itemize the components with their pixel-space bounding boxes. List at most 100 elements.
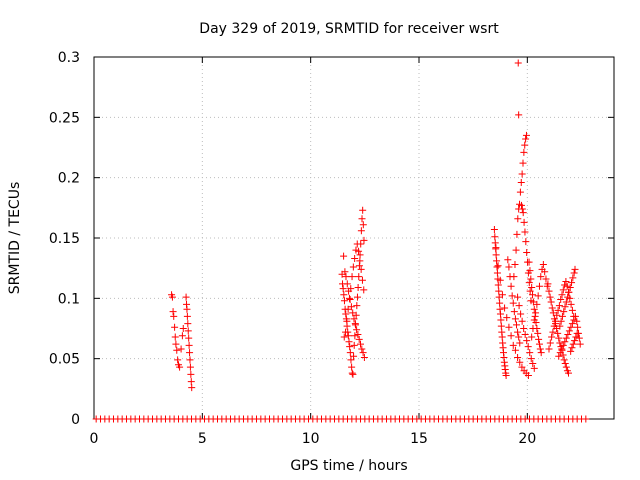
data-point bbox=[185, 334, 193, 342]
data-point bbox=[556, 349, 564, 357]
data-point bbox=[556, 322, 564, 330]
data-point bbox=[344, 332, 352, 340]
data-point bbox=[358, 215, 366, 223]
data-point bbox=[497, 322, 505, 330]
y-tick-label: 0.05 bbox=[49, 352, 80, 368]
data-point bbox=[502, 372, 510, 380]
data-point bbox=[354, 331, 362, 339]
data-point bbox=[559, 341, 567, 349]
data-point bbox=[511, 261, 519, 269]
y-tick-label: 0.15 bbox=[49, 231, 80, 247]
data-point bbox=[353, 293, 361, 301]
data-point bbox=[509, 341, 517, 349]
data-point bbox=[358, 345, 366, 353]
data-point bbox=[351, 320, 359, 328]
data-point bbox=[546, 339, 554, 347]
data-point bbox=[575, 334, 583, 342]
data-point bbox=[539, 261, 547, 269]
data-point bbox=[547, 298, 555, 306]
data-point bbox=[565, 327, 573, 335]
data-point bbox=[340, 333, 348, 341]
data-point bbox=[545, 345, 553, 353]
data-point bbox=[541, 268, 549, 276]
data-point bbox=[340, 252, 348, 260]
data-point bbox=[510, 273, 518, 281]
x-tick-label: 20 bbox=[518, 431, 536, 447]
data-point bbox=[532, 309, 540, 317]
data-point bbox=[349, 309, 357, 317]
data-point bbox=[535, 340, 543, 348]
data-point bbox=[569, 274, 577, 282]
data-points-layer bbox=[92, 59, 590, 423]
data-point bbox=[537, 349, 545, 357]
data-point bbox=[355, 247, 363, 255]
data-point bbox=[513, 230, 521, 238]
data-point bbox=[529, 325, 537, 332]
data-point bbox=[187, 370, 195, 378]
data-point bbox=[505, 323, 513, 331]
data-point bbox=[346, 343, 354, 351]
data-point bbox=[523, 337, 531, 345]
data-point bbox=[570, 269, 578, 277]
data-point bbox=[184, 320, 192, 328]
x-tick-label: 15 bbox=[410, 431, 428, 447]
data-point bbox=[509, 299, 517, 307]
data-point bbox=[565, 288, 573, 296]
data-point bbox=[516, 188, 524, 196]
data-point bbox=[522, 238, 530, 246]
data-point bbox=[561, 338, 569, 346]
y-tick-label: 0.1 bbox=[58, 291, 80, 307]
grid-layer bbox=[94, 57, 614, 419]
data-point bbox=[514, 59, 522, 67]
data-point bbox=[350, 341, 358, 349]
chart-title: Day 329 of 2019, SRMTID for receiver wsr… bbox=[199, 21, 499, 37]
data-point bbox=[169, 308, 177, 316]
data-point bbox=[528, 283, 536, 291]
data-point bbox=[569, 340, 577, 348]
data-point bbox=[339, 285, 347, 293]
data-point bbox=[356, 251, 364, 259]
data-point bbox=[496, 276, 504, 284]
data-point bbox=[353, 240, 361, 248]
data-point bbox=[347, 356, 355, 364]
data-point bbox=[559, 286, 567, 294]
data-point bbox=[553, 311, 561, 319]
data-point bbox=[491, 239, 499, 247]
data-point bbox=[571, 337, 579, 345]
data-point bbox=[548, 333, 556, 341]
data-point bbox=[567, 300, 575, 308]
data-point bbox=[517, 310, 525, 318]
data-point bbox=[518, 317, 526, 325]
data-point bbox=[359, 206, 367, 214]
data-point bbox=[497, 316, 505, 324]
data-point bbox=[546, 293, 554, 301]
data-point bbox=[345, 294, 353, 302]
data-point bbox=[568, 279, 576, 287]
data-point bbox=[523, 248, 531, 256]
data-point bbox=[534, 329, 542, 337]
data-point bbox=[530, 305, 538, 313]
data-point bbox=[542, 275, 550, 283]
data-point bbox=[340, 291, 348, 299]
data-point bbox=[186, 356, 194, 364]
data-point bbox=[515, 333, 523, 341]
data-point bbox=[514, 328, 522, 336]
y-tick-label: 0 bbox=[71, 412, 80, 428]
data-point bbox=[563, 282, 571, 290]
data-point bbox=[518, 205, 526, 213]
data-point bbox=[351, 255, 359, 263]
data-point bbox=[507, 282, 515, 290]
data-point bbox=[503, 314, 511, 322]
data-point bbox=[495, 287, 503, 295]
data-point bbox=[533, 300, 541, 308]
data-point bbox=[496, 299, 504, 307]
data-point bbox=[545, 287, 553, 295]
data-point bbox=[353, 326, 361, 334]
data-point bbox=[573, 317, 581, 325]
data-point bbox=[504, 256, 512, 264]
data-point bbox=[515, 111, 523, 119]
data-point bbox=[359, 349, 367, 357]
data-point bbox=[347, 285, 355, 293]
data-point bbox=[493, 269, 501, 277]
